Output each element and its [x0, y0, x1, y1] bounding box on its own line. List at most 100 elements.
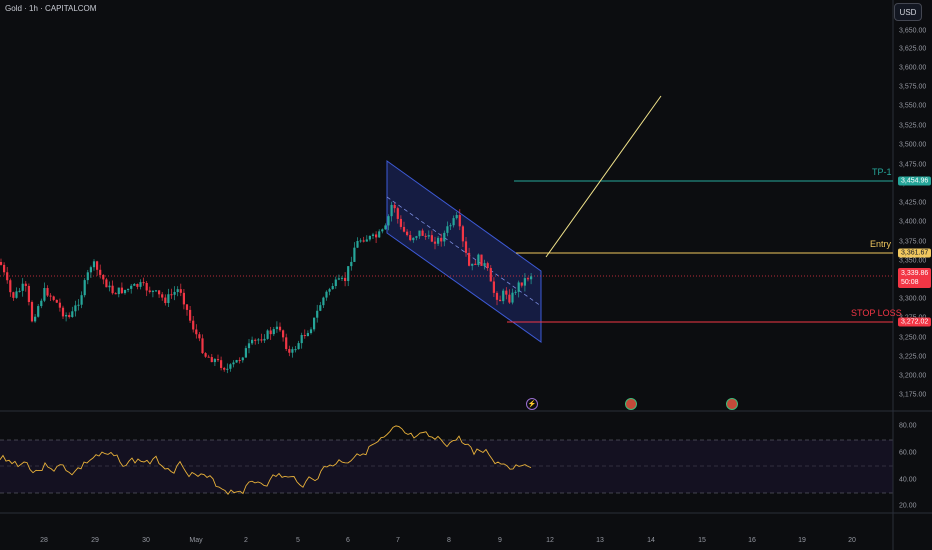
candle-body [269, 330, 272, 335]
price-axis-label: 3,500.00 [899, 141, 927, 149]
rsi-line [0, 425, 532, 496]
candle-body [21, 283, 24, 291]
rsi-axis-label: 20.00 [899, 502, 917, 510]
candle-body [161, 294, 164, 298]
candle-body [412, 237, 415, 241]
candle-body [83, 280, 86, 296]
time-axis-label: 20 [848, 537, 856, 544]
candle-body [344, 277, 347, 282]
rsi-axis-label: 60.00 [899, 449, 917, 457]
candle-body [74, 305, 77, 312]
candle-body [356, 240, 359, 248]
lightning-event-icon[interactable]: ⚡ [526, 398, 538, 410]
candle-body [139, 282, 142, 287]
candle-body [353, 247, 356, 262]
time-axis[interactable]: 28 29 30 May 2 5 6 7 8 9 12 13 14 15 16 19 20 [0, 529, 932, 550]
entry-annotation[interactable]: Entry [870, 239, 892, 249]
candle-body [266, 330, 269, 339]
price-axis-label: 3,200.00 [899, 372, 927, 380]
entry-price-tag: 3,361.67 [898, 248, 932, 258]
rsi-axis-label: 40.00 [899, 476, 917, 484]
candle-body [244, 348, 247, 358]
candle-body [396, 208, 399, 219]
earnings-flag-icon[interactable] [726, 398, 738, 410]
candlestick-series[interactable] [0, 201, 533, 374]
candle-body [365, 239, 368, 242]
candle-body [449, 225, 452, 227]
candle-body [288, 349, 291, 353]
price-axis-label: 3,400.00 [899, 218, 927, 226]
candle-body [49, 295, 52, 297]
candle-body [210, 357, 213, 363]
time-axis-label: 7 [396, 537, 400, 544]
candle-body [381, 229, 384, 232]
time-axis-label: 6 [346, 537, 350, 544]
candle-body [278, 326, 282, 331]
time-axis-label: 14 [647, 537, 655, 544]
candle-body [77, 304, 80, 306]
candle-body [164, 297, 167, 304]
candle-body [179, 289, 182, 293]
candle-body [517, 282, 520, 292]
candle-body [316, 310, 319, 318]
price-axis[interactable]: 3,650.00 3,625.00 3,600.00 3,575.00 3,550.00… [893, 0, 932, 515]
candle-body [409, 235, 412, 241]
candle-body [480, 254, 483, 266]
candle-body [477, 254, 480, 266]
candle-body [483, 263, 486, 266]
tp1-annotation[interactable]: TP-1 [872, 167, 892, 177]
price-axis-label: 3,425.00 [899, 199, 927, 207]
candle-body [123, 289, 127, 294]
bar-countdown: 50:08 [901, 279, 919, 286]
candle-body [303, 335, 306, 337]
candle-body [440, 237, 443, 242]
candle-body [133, 283, 136, 286]
time-axis-label: 12 [546, 537, 554, 544]
candle-body [213, 359, 216, 363]
price-axis-label: 3,375.00 [899, 238, 927, 246]
rsi-band [0, 440, 893, 493]
candle-body [254, 339, 257, 341]
candle-body [68, 315, 71, 318]
candle-body [216, 359, 220, 361]
earnings-flag-icon[interactable] [625, 398, 637, 410]
time-axis-label: 2 [244, 537, 248, 544]
candle-body [102, 274, 105, 280]
stop-loss-price-tag: 3,272.02 [898, 317, 932, 327]
stop-loss-annotation[interactable]: STOP LOSS [851, 308, 902, 318]
candle-body [384, 225, 387, 230]
candle-body [0, 262, 3, 265]
candle-body [151, 290, 154, 292]
candle-body [368, 235, 371, 240]
currency-button[interactable]: USD [894, 3, 922, 21]
candle-body [189, 309, 192, 321]
candle-body [170, 294, 173, 296]
candle-body [486, 263, 489, 269]
candle-body [201, 338, 204, 354]
candle-body [399, 218, 402, 227]
tp1-price-tag: 3,454.96 [898, 176, 932, 186]
candle-body [114, 293, 117, 295]
symbol-title[interactable]: Gold · 1h · CAPITALCOM [5, 4, 97, 13]
candle-body [9, 280, 12, 293]
time-axis-label: 9 [498, 537, 502, 544]
candle-body [340, 277, 344, 279]
candle-body [505, 290, 508, 295]
candle-body [6, 272, 9, 281]
candle-body [511, 292, 514, 303]
candle-body [495, 292, 499, 300]
candle-body [275, 326, 278, 330]
candle-body [424, 235, 427, 237]
candle-body [92, 261, 96, 268]
projection-line[interactable] [545, 95, 662, 258]
price-axis-label: 3,575.00 [899, 83, 927, 91]
candle-body [437, 237, 440, 244]
current-price-value: 3,339.86 [901, 270, 929, 277]
candle-body [247, 343, 251, 349]
candle-body [421, 230, 424, 236]
candle-body [306, 333, 309, 337]
candle-body [34, 316, 37, 322]
candle-body [142, 282, 145, 284]
